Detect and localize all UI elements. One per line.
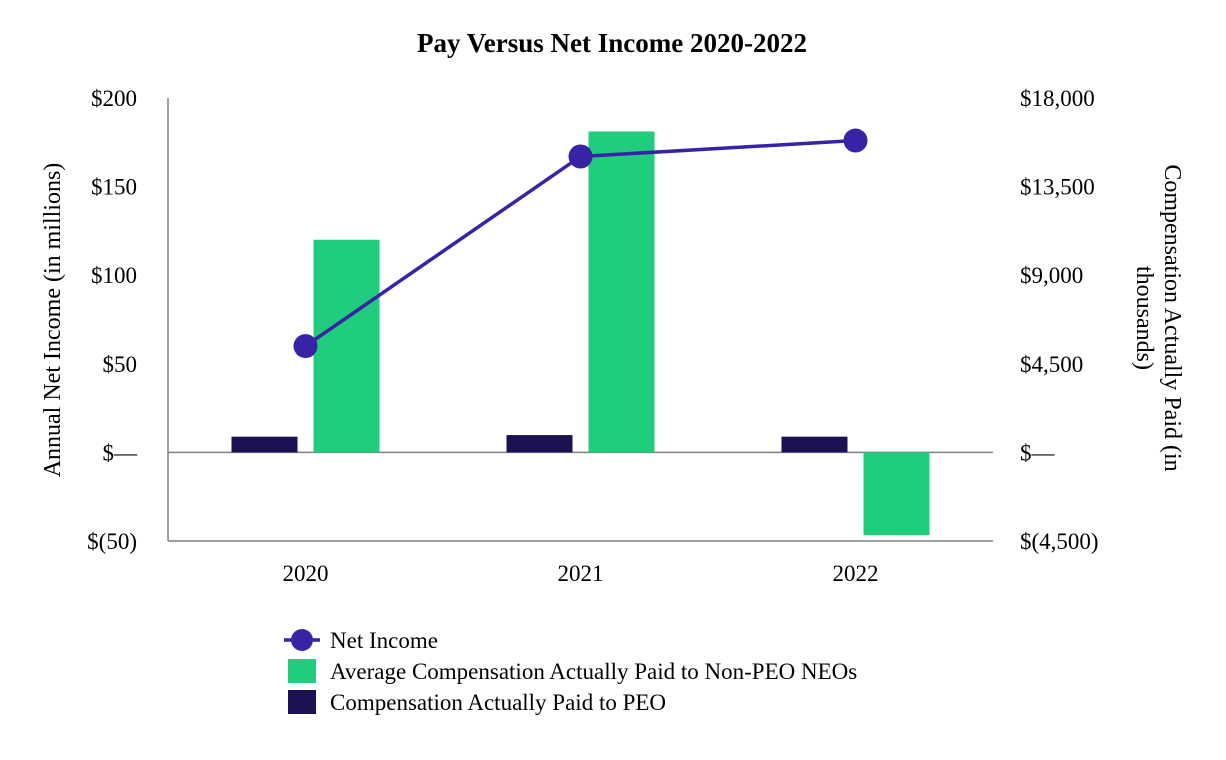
net-income-point xyxy=(568,144,593,169)
x-axis-tick-label: 2021 xyxy=(558,561,604,586)
legend-point-marker xyxy=(291,629,313,651)
legend-swatch xyxy=(288,659,316,683)
right-axis-tick-label: $18,000 xyxy=(1020,86,1095,111)
right-axis-tick-label: $9,000 xyxy=(1020,263,1083,288)
left-axis-tick-label: $150 xyxy=(91,175,137,200)
neo-bar xyxy=(588,131,655,453)
net-income-line xyxy=(304,138,856,348)
x-axis-tick-label: 2022 xyxy=(833,561,879,586)
right-axis-label-line1: Compensation Actually Paid (in xyxy=(1159,164,1185,471)
right-axis-tick-label: $— xyxy=(1020,440,1056,465)
left-axis-tick-label: $100 xyxy=(91,263,137,288)
right-axis-tick-label: $(4,500) xyxy=(1020,529,1099,554)
net-income-point xyxy=(843,128,868,153)
peo-bar xyxy=(506,435,573,453)
peo-bar xyxy=(231,436,298,453)
left-axis-tick-label: $50 xyxy=(103,352,138,377)
left-axis-tick-label: $— xyxy=(103,440,139,465)
right-axis-tick-label: $4,500 xyxy=(1020,352,1083,377)
right-axis-label-line2: thousands) xyxy=(1131,266,1157,370)
x-axis-tick-label: 2020 xyxy=(283,561,329,586)
net-income-point xyxy=(293,334,318,359)
peo-bar xyxy=(781,436,848,453)
left-axis-tick-label: $(50) xyxy=(87,529,137,554)
legend-label: Net Income xyxy=(330,628,438,653)
legend-label: Average Compensation Actually Paid to No… xyxy=(330,659,857,684)
chart-title: Pay Versus Net Income 2020-2022 xyxy=(417,28,807,58)
legend-label: Compensation Actually Paid to PEO xyxy=(330,690,666,715)
right-axis-tick-label: $13,500 xyxy=(1020,175,1095,200)
neo-bar xyxy=(863,452,930,536)
left-axis-tick-label: $200 xyxy=(91,86,137,111)
legend-swatch xyxy=(288,690,316,714)
neo-bar xyxy=(313,239,380,453)
left-axis-label: Annual Net Income (in millions) xyxy=(40,163,66,478)
